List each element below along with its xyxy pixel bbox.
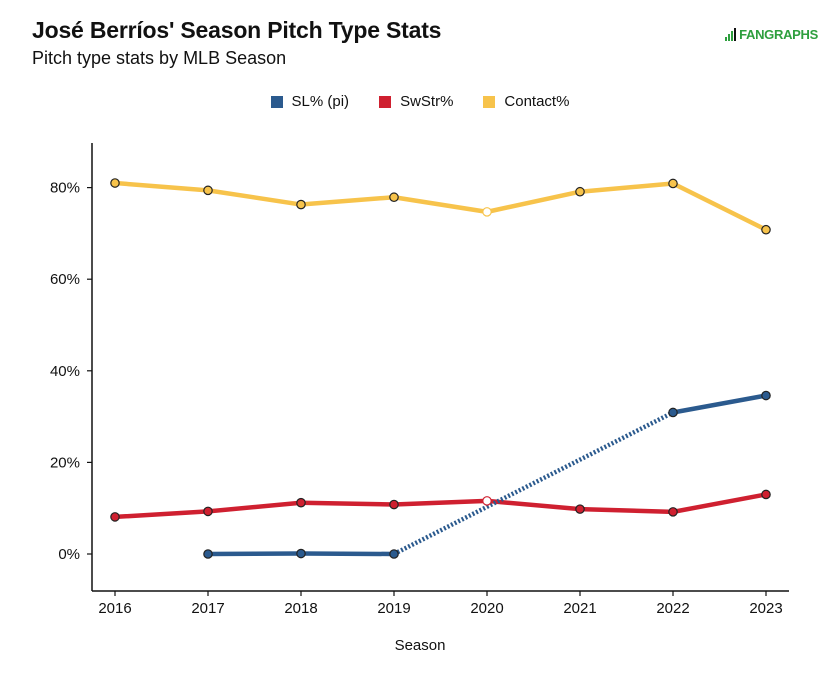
- y-tick-label: 20%: [50, 454, 80, 471]
- contact-point: [389, 192, 399, 203]
- swstr-line-segment: [391, 498, 490, 507]
- contact-point: [575, 186, 585, 197]
- legend-label: SL% (pi): [291, 93, 350, 110]
- fangraphs-logo: FANGRAPHS: [725, 27, 818, 42]
- chart-subtitle: Pitch type stats by MLB Season: [32, 48, 287, 68]
- y-tick-label: 60%: [50, 271, 80, 288]
- y-tick-label: 0%: [58, 546, 80, 563]
- legend-item-swstr: SwStr%: [379, 93, 453, 110]
- x-tick-label: 2020: [470, 600, 503, 617]
- swstr-point: [482, 496, 492, 506]
- swstr-point: [110, 512, 120, 522]
- y-tick-label: 80%: [50, 180, 80, 197]
- contact-point: [761, 224, 771, 235]
- swstr-point: [389, 499, 399, 510]
- swstr-point: [203, 506, 213, 517]
- legend-item-sl: SL% (pi): [270, 93, 350, 110]
- y-tick-label: 40%: [50, 363, 80, 380]
- swstr-point: [575, 504, 585, 514]
- swstr-point: [761, 489, 771, 500]
- legend-item-contact: Contact%: [483, 93, 569, 110]
- swstr-line-segment: [112, 509, 211, 520]
- swstr-line-segment: [205, 500, 304, 514]
- contact-line-segment: [112, 180, 211, 193]
- contact-line-segment: [577, 181, 676, 194]
- legend-swatch: [379, 95, 392, 108]
- sl-point: [203, 549, 213, 559]
- x-tick-label: 2018: [284, 600, 317, 617]
- x-tick-label: 2017: [191, 600, 224, 617]
- legend-swatch: [270, 95, 283, 108]
- contact-line-segment: [298, 194, 397, 207]
- contact-point: [110, 178, 120, 188]
- contact-point: [668, 178, 678, 189]
- swstr-point: [668, 507, 678, 517]
- contact-line-segment: [484, 189, 583, 215]
- sl-point: [296, 548, 306, 559]
- x-axis-title: Season: [394, 637, 446, 654]
- x-tick-label: 2019: [377, 600, 410, 617]
- swstr-point: [296, 497, 306, 508]
- contact-line-segment: [205, 188, 304, 207]
- sl-gap-bridge: [392, 410, 675, 557]
- swstr-line-segment: [298, 500, 397, 507]
- sl-point: [761, 390, 771, 401]
- sl-line-segment: [670, 393, 769, 415]
- swstr-line-segment: [577, 506, 676, 515]
- contact-point: [296, 199, 306, 210]
- contact-line-segment: [391, 194, 490, 215]
- sl-point: [668, 407, 678, 418]
- swstr-line-segment: [670, 492, 769, 515]
- sl-point: [389, 549, 399, 559]
- contact-point: [482, 207, 492, 217]
- contact-line-segment: [670, 181, 769, 232]
- x-tick-label: 2022: [656, 600, 689, 617]
- chart-legend: SL% (pi) SwStr% Contact%: [0, 93, 840, 110]
- logo-text: FANGRAPHS: [739, 27, 818, 42]
- legend-label: Contact%: [504, 93, 570, 110]
- x-tick-label: 2023: [749, 600, 782, 617]
- x-tick-label: 2021: [563, 600, 596, 617]
- swstr-line-segment: [484, 498, 583, 512]
- legend-label: SwStr%: [400, 93, 454, 110]
- chart-title: José Berríos' Season Pitch Type Stats: [32, 17, 442, 43]
- x-tick-label: 2016: [98, 600, 131, 617]
- fangraphs-logo-icon: [725, 28, 737, 41]
- contact-point: [203, 185, 213, 196]
- legend-swatch: [483, 95, 496, 108]
